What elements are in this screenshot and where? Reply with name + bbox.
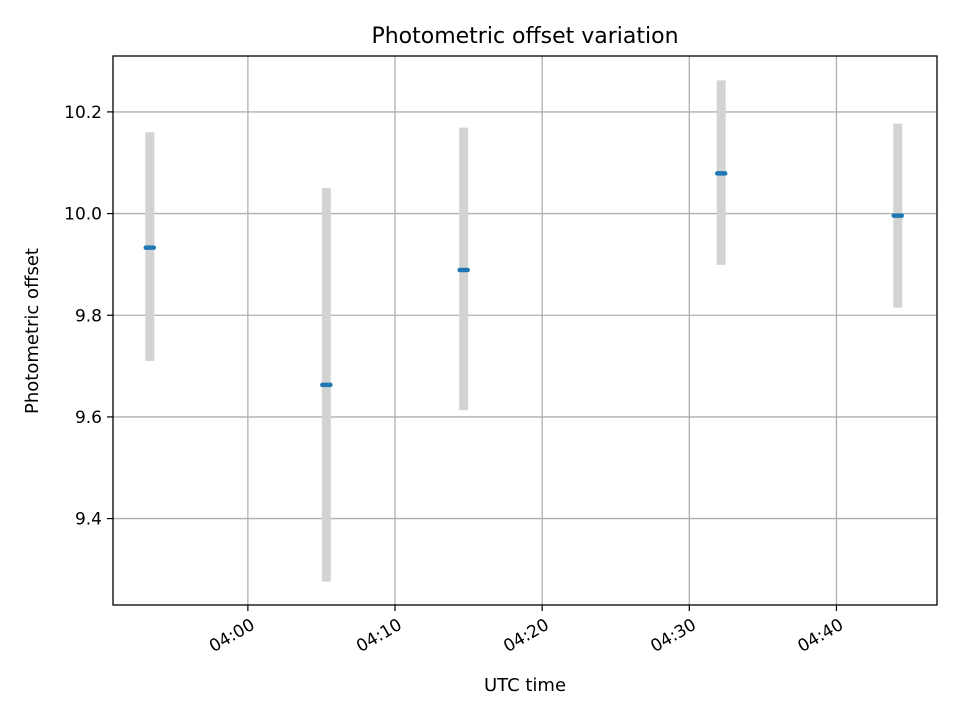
y-tick-label: 9.6: [75, 408, 102, 428]
y-axis-title: Photometric offset: [22, 248, 43, 414]
grid: [113, 56, 937, 605]
x-axis-title: UTC time: [484, 675, 566, 696]
x-tick-label: 04:20: [500, 615, 552, 657]
error-bars: [145, 80, 903, 582]
x-tick-label: 04:40: [795, 615, 847, 657]
chart-title: Photometric offset variation: [371, 24, 678, 49]
x-tick-label: 04:00: [206, 615, 258, 657]
data-points: [143, 171, 905, 388]
y-tick-label: 10.2: [64, 103, 102, 123]
y-tick-label: 9.4: [75, 510, 102, 530]
y-tick-label: 10.0: [64, 205, 102, 225]
x-axis: 04:00 04:10 04:20 04:30 04:40: [206, 605, 847, 657]
plot-area-frame: [112, 55, 938, 606]
y-tick-label: 9.8: [75, 306, 102, 326]
x-tick-label: 04:10: [353, 615, 405, 657]
x-tick-label: 04:30: [647, 615, 699, 657]
y-axis: 9.4 9.6 9.8 10.0 10.2: [64, 103, 113, 530]
